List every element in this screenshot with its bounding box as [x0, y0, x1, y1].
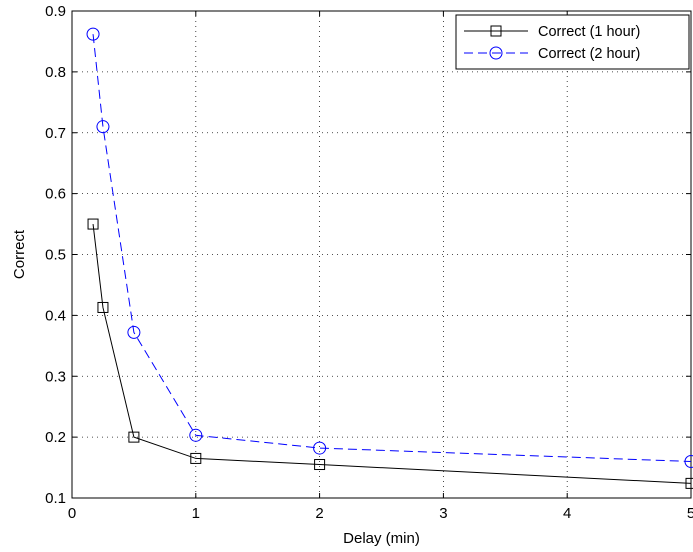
legend-label: Correct (2 hour): [538, 46, 640, 62]
x-tick-label: 4: [563, 505, 571, 522]
ticks-layer: 0 1 2 3 4 5 0.1 0.2 0.3 0.4 0.5 0.6 0.7 0.8 0.9: [45, 3, 693, 522]
y-tick-label: 0.6: [45, 186, 66, 203]
series-layer: [87, 28, 693, 488]
series-1: [88, 219, 693, 488]
plot-frame: [72, 11, 691, 498]
y-tick-label: 0.5: [45, 247, 66, 264]
x-tick-label: 0: [68, 505, 76, 522]
grid-layer: [72, 11, 691, 498]
y-tick-label: 0.1: [45, 490, 66, 507]
y-axis-title: Correct: [11, 229, 28, 279]
y-tick-label: 0.9: [45, 3, 66, 20]
y-tick-label: 0.7: [45, 125, 66, 142]
x-tick-label: 3: [439, 505, 447, 522]
x-tick-label: 1: [192, 505, 200, 522]
series-2: [87, 28, 693, 467]
series-line: [93, 224, 691, 483]
y-tick-label: 0.2: [45, 429, 66, 446]
series-line: [93, 34, 691, 461]
y-tick-label: 0.8: [45, 64, 66, 81]
legend: Correct (1 hour) Correct (2 hour): [456, 15, 689, 69]
legend-label: Correct (1 hour): [538, 24, 640, 40]
x-tick-label: 2: [315, 505, 323, 522]
x-tick-label: 5: [687, 505, 693, 522]
y-tick-label: 0.3: [45, 368, 66, 385]
y-tick-label: 0.4: [45, 307, 66, 324]
x-axis-title: Delay (min): [343, 530, 420, 547]
